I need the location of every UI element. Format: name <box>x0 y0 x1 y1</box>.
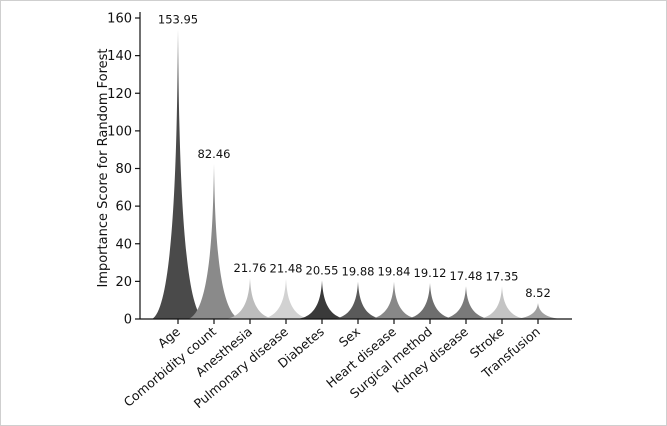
spike-1 <box>152 29 204 320</box>
spike-9 <box>440 286 492 319</box>
data-label: 19.88 <box>342 265 375 279</box>
value-labels: 153.95 82.46 21.76 21.48 20.55 19.88 19.84 19.1… <box>158 12 551 300</box>
y-tick-label: 120 <box>107 87 132 102</box>
y-tick-label: 20 <box>115 275 132 290</box>
spike-3 <box>224 278 276 319</box>
data-label: 153.95 <box>158 12 198 26</box>
x-tick-label: Age <box>155 324 183 351</box>
data-label: 17.35 <box>486 269 519 283</box>
spike-series <box>152 29 564 320</box>
data-label: 8.52 <box>525 286 551 300</box>
y-tick-label: 40 <box>115 237 132 252</box>
data-label: 17.48 <box>450 269 483 283</box>
spike-5 <box>296 280 348 319</box>
y-tick-label: 0 <box>124 313 132 328</box>
spike-7 <box>368 281 420 319</box>
spike-8 <box>404 283 456 319</box>
y-tick-label: 80 <box>115 162 132 177</box>
spike-2 <box>188 163 240 319</box>
data-label: 19.84 <box>378 265 411 279</box>
spike-4 <box>260 278 312 319</box>
data-label: 21.48 <box>270 262 303 276</box>
y-tick-label: 160 <box>107 12 132 27</box>
y-tick-label: 140 <box>107 49 132 64</box>
y-tick-label: 100 <box>107 124 132 139</box>
spike-6 <box>332 281 384 319</box>
spike-11 <box>512 302 564 319</box>
data-label: 82.46 <box>198 147 231 161</box>
spike-10 <box>476 286 528 319</box>
y-axis: 0 20 40 60 80 100 120 140 160 <box>107 12 141 328</box>
data-label: 21.76 <box>234 261 267 275</box>
x-tick-label: Sex <box>336 324 363 350</box>
y-axis-label: Importance Score for Random Forest <box>96 48 111 287</box>
data-label: 20.55 <box>306 263 339 277</box>
data-label: 19.12 <box>414 266 447 280</box>
y-tick-label: 60 <box>115 200 132 215</box>
